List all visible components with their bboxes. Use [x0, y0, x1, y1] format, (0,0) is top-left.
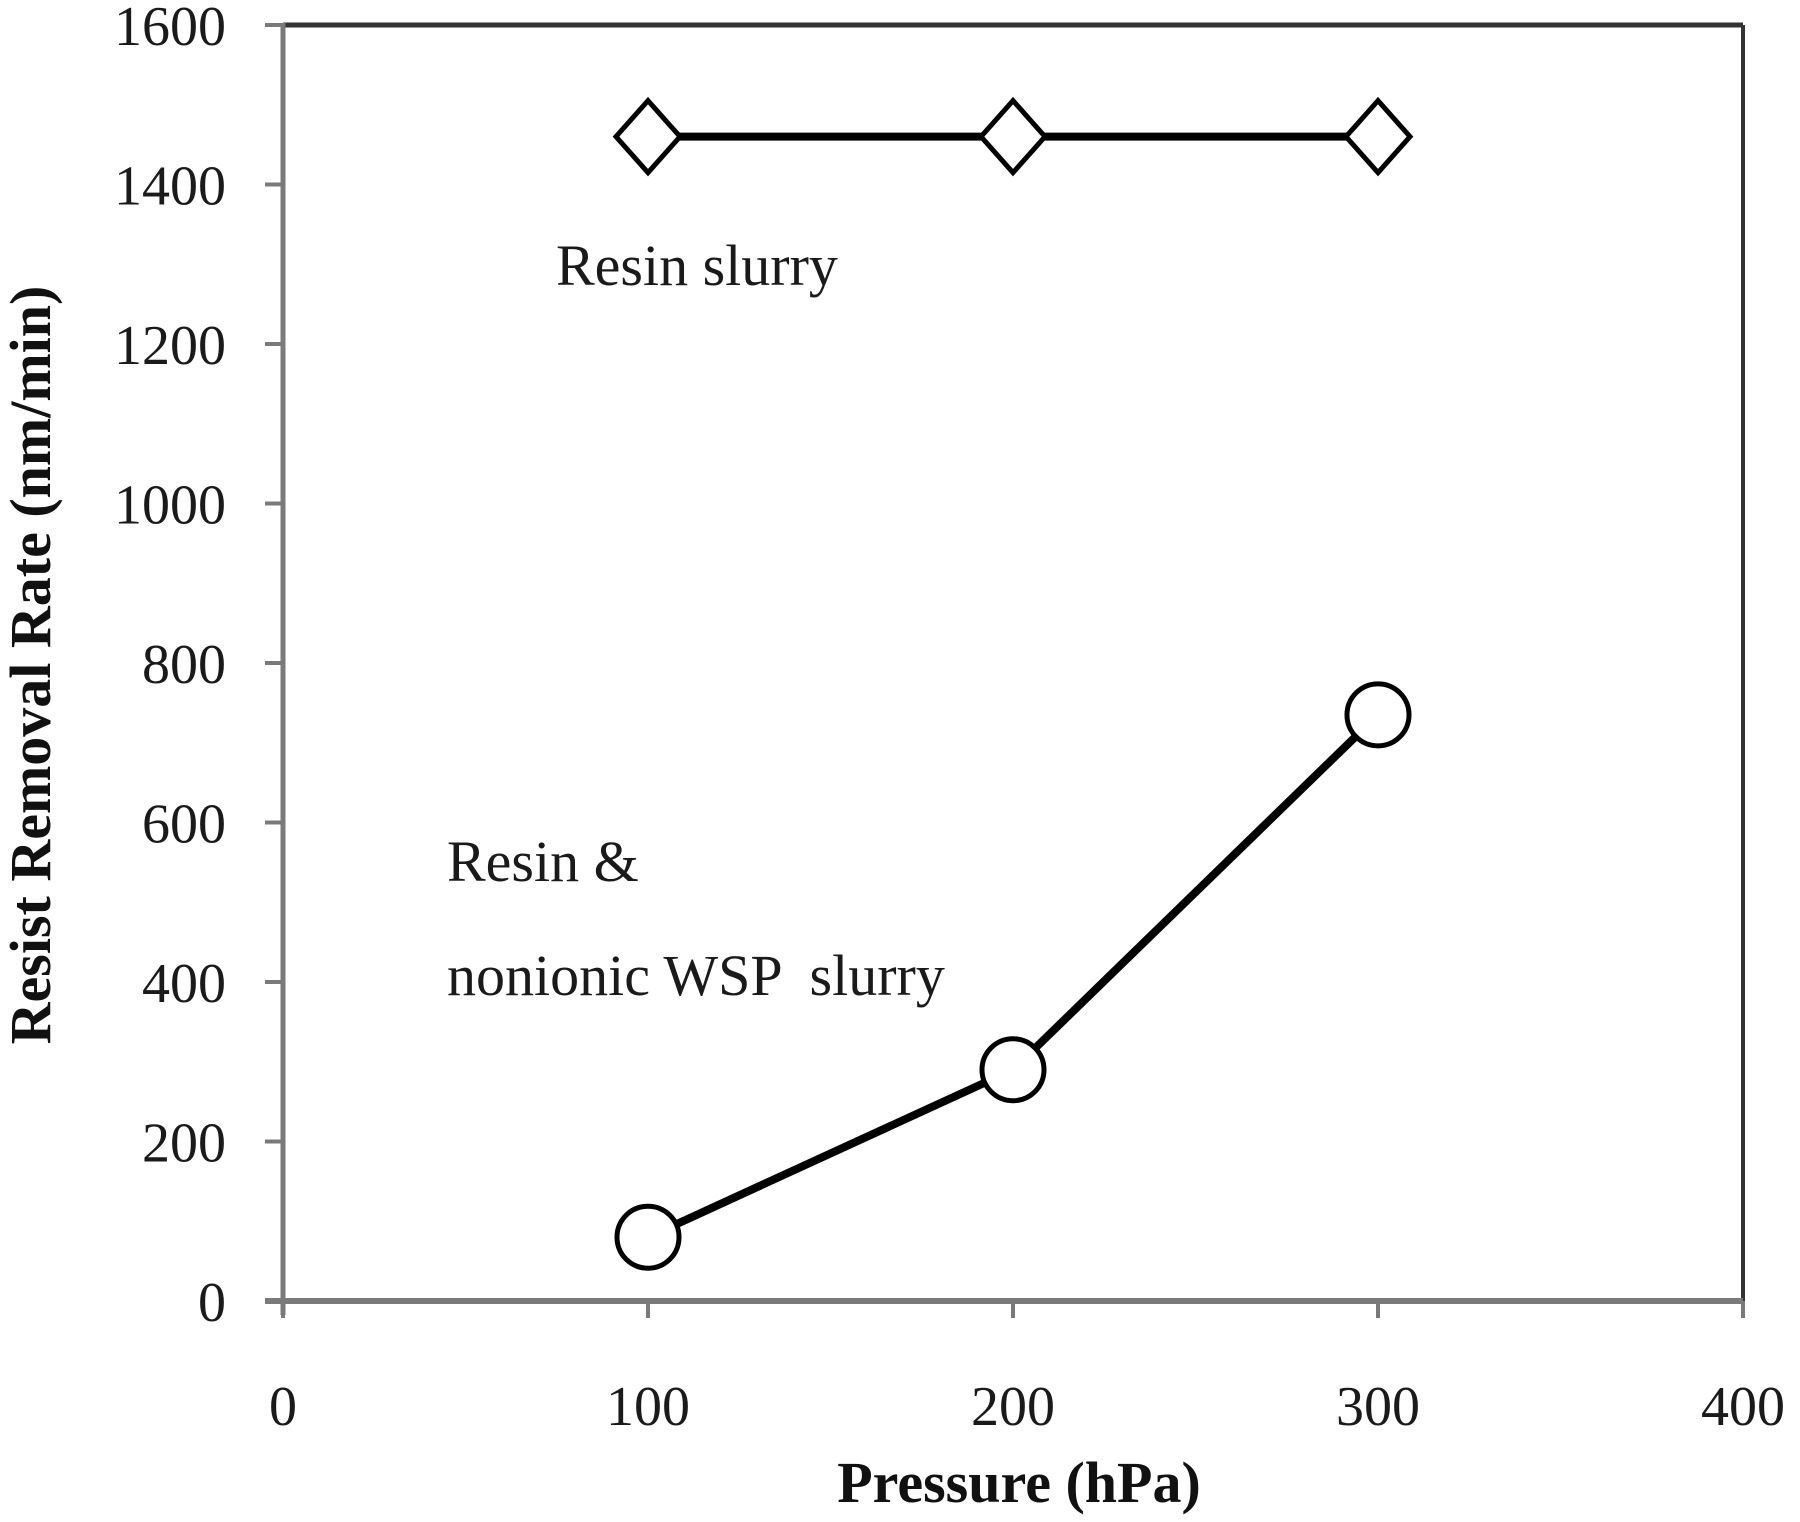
x-tick-label: 300 — [1336, 1376, 1420, 1438]
x-tick-label: 400 — [1701, 1376, 1785, 1438]
y-tick-label: 0 — [198, 1272, 226, 1334]
circle-marker-icon — [1344, 681, 1412, 749]
y-tick-label: 600 — [142, 794, 226, 856]
x-axis-ticks: 0 100 200 300 400 — [269, 1301, 1785, 1438]
y-tick-label: 200 — [142, 1113, 226, 1175]
series-layer — [612, 96, 1414, 1271]
diamond-marker-icon — [1342, 96, 1414, 177]
x-tick-label: 200 — [971, 1376, 1055, 1438]
plot-frame — [265, 22, 1745, 1315]
circle-marker-icon — [979, 1036, 1047, 1104]
circle-marker-icon — [614, 1203, 682, 1271]
y-tick-label: 1400 — [114, 156, 226, 218]
x-tick-label: 0 — [269, 1376, 297, 1438]
x-tick-label: 100 — [606, 1376, 690, 1438]
y-tick-label: 1200 — [114, 315, 226, 377]
y-tick-label: 400 — [142, 953, 226, 1015]
y-axis-ticks: 0 200 400 600 800 1000 1200 1400 1600 — [114, 0, 283, 1334]
y-tick-label: 1600 — [114, 0, 226, 58]
diamond-marker-icon — [977, 96, 1049, 177]
series-resin-slurry — [612, 96, 1414, 177]
annotation-resin-wsp-line2: nonionic WSP slurry — [447, 943, 945, 1008]
annotation-resin-wsp-line1: Resin & — [447, 829, 639, 894]
diamond-marker-icon — [612, 96, 684, 177]
series-resin-wsp-slurry — [614, 681, 1412, 1271]
annotation-resin-slurry: Resin slurry — [556, 233, 838, 298]
y-axis-title: Resist Removal Rate (nm/min) — [0, 286, 63, 1045]
y-tick-label: 1000 — [114, 475, 226, 537]
y-tick-label: 800 — [142, 634, 226, 696]
x-axis-title: Pressure (hPa) — [837, 1450, 1201, 1515]
